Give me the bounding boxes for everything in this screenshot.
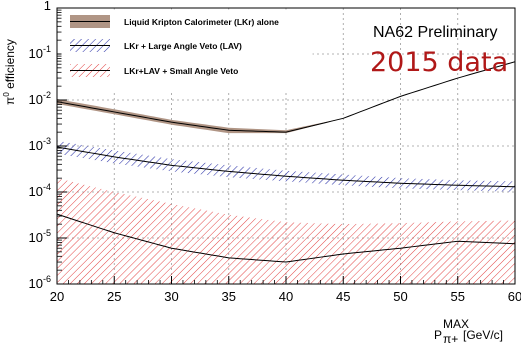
x-tick-label: 35 [222,289,236,304]
series-lines [57,61,515,263]
x-axis-title-subscript: π+ [443,332,458,346]
legend: Liquid Kripton Calorimeter (LKr) alone L… [61,9,313,91]
y-tick-label: 10-1 [29,44,51,61]
x-tick-label: 50 [393,289,407,304]
y-tick-label: 10-6 [29,274,51,291]
uncertainty-bands [57,61,515,284]
x-tick-label: 30 [164,289,178,304]
line-lkr [57,61,515,133]
legend-label-lav: LKr + Large Angle Veto (LAV) [124,41,242,51]
y-axis-title-symbol: π [3,97,17,105]
y-tick-label: 10-4 [29,182,51,199]
line-sav [57,213,515,263]
annotation-data-label: 2015 data [370,47,508,78]
y-tick-label: 10-2 [29,90,51,107]
band-sav [57,178,515,284]
y-axis-title-text: efficiency [3,39,17,92]
legend-label-sav: LKr+LAV + Small Angle Veto [124,66,238,76]
x-axis-title-superscript: MAX [443,317,469,331]
axis-ticks [56,7,516,285]
x-tick-label: 40 [279,289,293,304]
legend-item-lkr: Liquid Kripton Calorimeter (LKr) alone [70,15,279,28]
x-tick-label: 25 [107,289,121,304]
x-tick-label: 20 [50,289,64,304]
x-tick-label: 55 [451,289,465,304]
legend-item-sav: LKr+LAV + Small Angle Veto [70,64,238,77]
x-axis-title-symbol: P [434,328,442,342]
x-tick-label: 60 [508,289,521,304]
y-tick-label: 10-5 [29,228,51,245]
y-tick-label: 10-3 [29,136,51,153]
tick-labels: 20 25 30 35 40 45 50 55 60 10-6 10-5 10-4 10-3 10-2 10… [29,0,521,304]
legend-label-lkr: Liquid Kripton Calorimeter (LKr) alone [124,17,279,27]
x-axis-title: P MAX π+ [GeV/c] [434,317,503,346]
y-axis-title-superscript: 0 [2,92,11,97]
band-lav [57,140,515,192]
y-axis-title: π0 efficiency [2,39,17,105]
y-tick-label: 1 [44,0,51,13]
legend-item-lav: LKr + Large Angle Veto (LAV) [70,39,242,52]
x-axis-title-unit: [GeV/c] [463,328,503,342]
annotation-preliminary: NA62 Preliminary [373,24,497,41]
x-tick-label: 45 [336,289,350,304]
line-lav [57,146,515,188]
